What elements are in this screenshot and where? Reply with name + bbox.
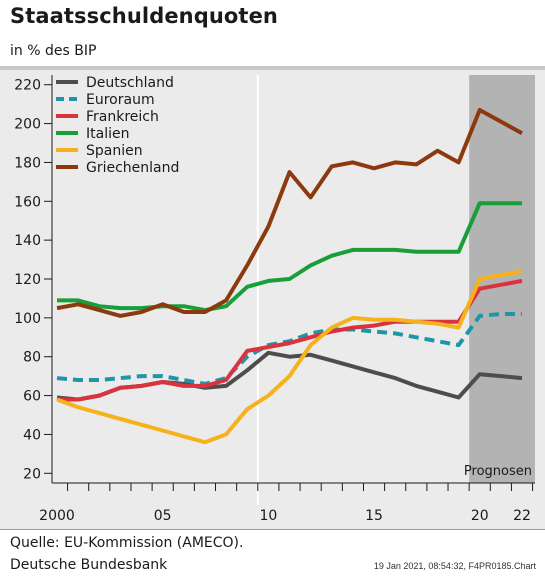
x-tick-label: 15 — [365, 508, 383, 524]
series-line-frankreich — [57, 278, 523, 402]
y-tick-label: 160 — [14, 194, 41, 210]
source-line: Quelle: EU-Kommission (AMECO). — [10, 535, 244, 551]
y-tick-label: 60 — [23, 389, 41, 405]
series-line-spanien — [56, 269, 523, 445]
y-axis: 20 40 60 80 100 120 140 160 180 200 220 — [14, 75, 53, 483]
chart-subtitle: in % des BIP — [10, 43, 97, 59]
legend-label: Deutschland — [86, 75, 174, 91]
x-tick-label: 05 — [154, 508, 172, 524]
publisher-line: Deutsche Bundesbank — [10, 557, 168, 573]
x-tick-label: 20 — [471, 508, 489, 524]
x-axis: 2000 05 10 15 20 22 — [39, 482, 535, 524]
legend-label: Griechenland — [86, 160, 179, 176]
y-tick-label: 40 — [23, 427, 41, 443]
chart-header: Staatsschuldenquoten in % des BIP — [0, 0, 545, 66]
footer-divider — [0, 529, 545, 530]
y-tick-label: 100 — [14, 311, 41, 327]
legend-label: Italien — [86, 126, 129, 142]
plot-background — [0, 70, 545, 529]
y-tick-label: 20 — [23, 466, 41, 482]
x-tick-label: 10 — [259, 508, 277, 524]
y-tick-label: 180 — [14, 155, 41, 171]
line-chart: 20 40 60 80 100 120 140 160 180 200 220 2000 05 10 15… — [14, 75, 535, 524]
legend-label: Euroraum — [86, 92, 155, 108]
y-tick-label: 220 — [14, 78, 41, 94]
legend-label: Frankreich — [86, 109, 159, 125]
y-tick-label: 140 — [14, 233, 41, 249]
y-tick-label: 80 — [23, 350, 41, 366]
timestamp-stamp: 19 Jan 2021, 08:54:32, F4PR0185.Chart — [373, 561, 536, 571]
forecast-label: Prognosen — [464, 464, 532, 479]
y-tick-label: 200 — [14, 117, 41, 133]
chart-title: Staatsschuldenquoten — [10, 4, 278, 28]
x-tick-label: 22 — [513, 508, 531, 524]
legend-label: Spanien — [86, 143, 143, 159]
series-line-italien — [57, 201, 522, 313]
x-tick-label: 2000 — [39, 508, 75, 524]
legend: DeutschlandEuroraumFrankreichItalienSpan… — [56, 75, 179, 176]
series-line-griechenland — [56, 108, 523, 318]
y-tick-label: 120 — [14, 272, 41, 288]
chart-footer: Quelle: EU-Kommission (AMECO). Deutsche … — [0, 530, 545, 579]
header-divider — [0, 66, 545, 70]
series-layer — [56, 108, 523, 445]
